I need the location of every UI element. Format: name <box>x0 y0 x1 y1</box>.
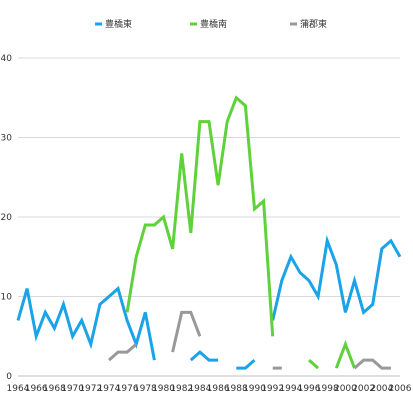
legend-label: 豊橋南 <box>200 18 227 30</box>
x-tick-label: 1996 <box>298 384 321 394</box>
legend-item: 蒲郡東 <box>290 18 327 30</box>
x-tick-label: 1974 <box>97 384 120 394</box>
x-tick-label: 2000 <box>334 384 357 394</box>
plot-area <box>16 95 402 370</box>
series-segment <box>236 358 256 370</box>
series-segment <box>271 235 402 321</box>
x-tick-label: 1998 <box>316 384 339 394</box>
series-segment <box>16 285 156 361</box>
series-line <box>108 310 391 370</box>
x-tick-label: 1964 <box>7 384 30 394</box>
x-tick-label: 1976 <box>116 384 139 394</box>
series-segment <box>308 358 320 370</box>
x-axis: 1964196619681970197219741976197819801982… <box>7 384 412 394</box>
x-tick-label: 1988 <box>225 384 248 394</box>
x-tick-label: 1994 <box>279 384 302 394</box>
x-tick-label: 1982 <box>170 384 193 394</box>
x-tick-label: 1986 <box>207 384 230 394</box>
series-segment <box>125 95 275 337</box>
x-tick-label: 1978 <box>134 384 157 394</box>
x-tick-label: 1990 <box>243 384 266 394</box>
series-line <box>125 95 356 370</box>
x-tick-label: 1968 <box>43 384 66 394</box>
x-tick-label: 1972 <box>79 384 102 394</box>
legend-label: 蒲郡東 <box>300 18 327 30</box>
legend-label: 豊橋東 <box>105 18 132 30</box>
legend-item: 豊橋南 <box>190 18 227 30</box>
x-tick-label: 2006 <box>389 384 412 394</box>
y-axis: 0 10 20 30 40 <box>1 54 13 382</box>
x-tick-label: 1970 <box>61 384 84 394</box>
x-tick-label: 1984 <box>188 384 211 394</box>
x-tick-label: 1992 <box>261 384 284 394</box>
x-tick-label: 2004 <box>370 384 393 394</box>
legend-item: 豊橋東 <box>95 18 132 30</box>
grid <box>18 57 400 377</box>
x-tick-label: 1980 <box>152 384 175 394</box>
y-tick-label: 40 <box>1 54 13 64</box>
series-segment <box>353 358 391 370</box>
series-line <box>16 235 402 370</box>
series-segment <box>171 310 202 353</box>
y-tick-label: 10 <box>1 293 13 303</box>
x-tick-label: 1966 <box>25 384 48 394</box>
legend: 豊橋東 豊橋南 蒲郡東 <box>95 18 327 30</box>
series-segment <box>189 350 219 362</box>
series-segment <box>334 339 356 369</box>
x-tick-label: 2002 <box>352 384 375 394</box>
series-segment <box>108 343 138 362</box>
y-tick-label: 20 <box>1 213 13 223</box>
y-tick-label: 0 <box>6 372 12 382</box>
y-tick-label: 30 <box>1 134 13 144</box>
